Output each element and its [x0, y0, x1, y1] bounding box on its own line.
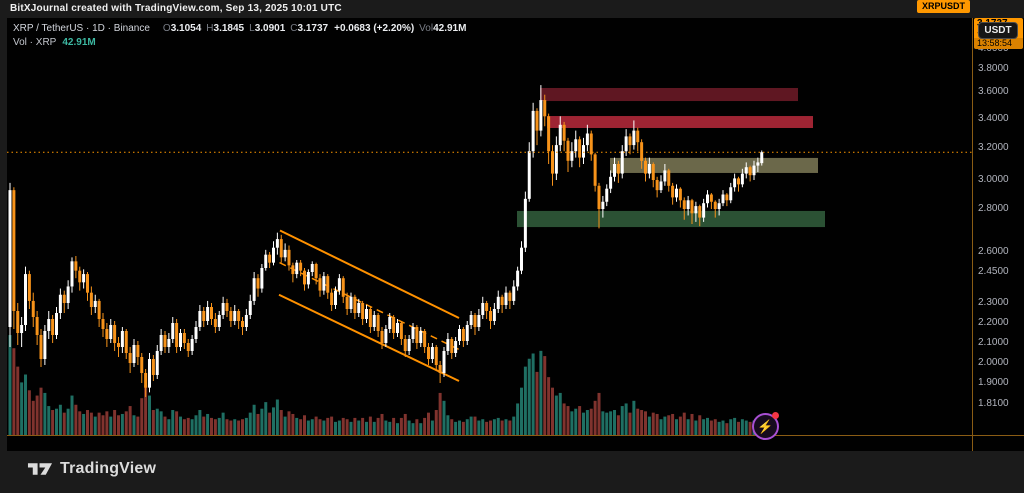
close-label: C [290, 23, 298, 34]
time-axis[interactable] [7, 437, 972, 451]
price-tick: 1.8100 [978, 398, 1009, 409]
price-tick: 2.3000 [978, 297, 1009, 308]
price-tick: 2.8000 [978, 203, 1009, 214]
price-tick: 2.2000 [978, 317, 1009, 328]
price-tick: 3.2000 [978, 142, 1009, 153]
price-tick: 2.6000 [978, 246, 1009, 257]
low-label: L [249, 23, 255, 34]
symbol-title[interactable]: XRP / TetherUS · 1D · Binance [13, 23, 150, 34]
chart-legend: XRP / TetherUS · 1D · Binance O3.1054 H3.1… [13, 22, 466, 50]
footer-bar: TradingView [0, 451, 1024, 493]
price-line-symbol-tag[interactable]: XRPUSDT [916, 0, 970, 13]
notification-dot [772, 412, 779, 419]
price-tick: 2.0000 [978, 357, 1009, 368]
price-tick: 3.0000 [978, 174, 1009, 185]
change-value: +0.0683 (+2.20%) [334, 23, 415, 34]
price-tick: 1.9000 [978, 377, 1009, 388]
tradingview-wordmark: TradingView [60, 460, 157, 477]
low-value: 3.0901 [254, 23, 286, 34]
open-value: 3.1054 [170, 23, 202, 34]
open-label: O [162, 23, 171, 34]
price-tick: 3.8000 [978, 63, 1009, 74]
volume-label: Vol [419, 23, 434, 34]
bar-countdown: 13:58:54 [974, 38, 1023, 49]
tradingview-logo[interactable]: TradingView [27, 460, 156, 478]
high-value: 3.1845 [213, 23, 245, 34]
price-tick: 2.1000 [978, 337, 1009, 348]
attribution-text: BitXJournal created with TradingView.com… [10, 3, 342, 14]
lightning-bolt-icon: ⚡ [757, 419, 774, 434]
chart-plot-area[interactable] [7, 18, 1024, 451]
price-tick: 3.6000 [978, 86, 1009, 97]
price-tick: 2.4500 [978, 266, 1009, 277]
price-axis[interactable]: 4.00003.80003.60003.40003.20003.00002.80… [973, 18, 1024, 451]
volume-indicator-label[interactable]: Vol · XRP [13, 37, 57, 48]
streams-icon[interactable]: ⚡ [752, 412, 779, 440]
close-value: 3.1737 [297, 23, 329, 34]
attribution-bar: BitXJournal created with TradingView.com… [0, 0, 1024, 18]
tradingview-logo-icon [27, 463, 53, 475]
volume-value: 42.91M [433, 23, 467, 34]
volume-indicator-value: 42.91M [62, 37, 96, 48]
high-label: H [206, 23, 214, 34]
price-tick: 3.4000 [978, 113, 1009, 124]
currency-toggle-button[interactable]: USDT [978, 22, 1018, 39]
